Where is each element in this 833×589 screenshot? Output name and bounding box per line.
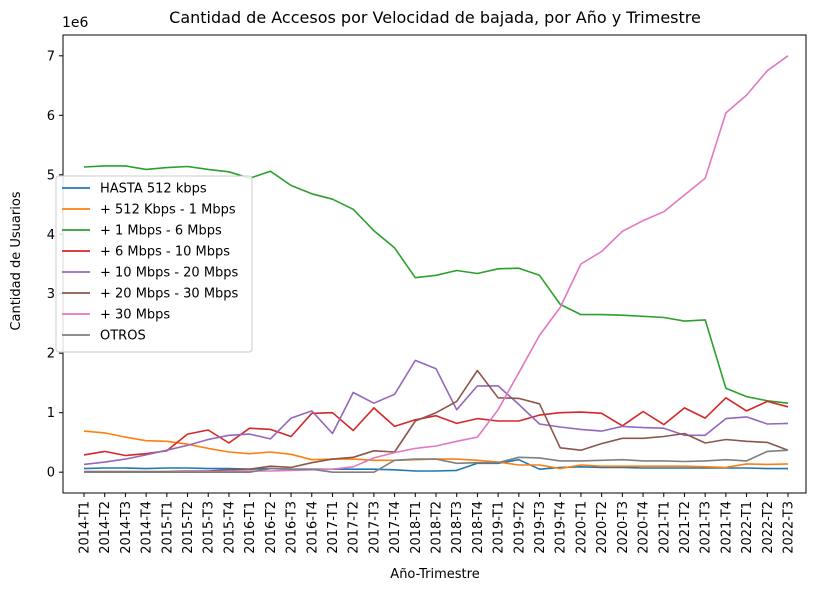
legend-label: + 1 Mbps - 6 Mbps	[100, 224, 222, 239]
x-tick-label: 2019-T1	[492, 501, 507, 554]
x-tick-label: 2015-T2	[181, 501, 196, 554]
series-line-0	[83, 458, 788, 472]
x-tick-label: 2019-T3	[533, 501, 548, 554]
y-tick-label: 4	[47, 228, 55, 243]
x-tick-label: 2022-T1	[740, 501, 755, 554]
x-tick-label: 2018-T2	[430, 501, 445, 554]
series-line-7	[84, 449, 789, 474]
x-tick-label: 2014-T1	[78, 501, 93, 554]
x-tick-label: 2020-T1	[574, 501, 589, 554]
x-tick-label: 2015-T1	[160, 501, 175, 554]
x-tick-label: 2017-T3	[367, 501, 382, 554]
y-tick-label: 5	[47, 168, 55, 183]
series-line-3	[83, 396, 789, 457]
y-tick-label: 7	[47, 49, 55, 64]
chart-title: Cantidad de Accesos por Velocidad de baj…	[169, 8, 701, 27]
plot-lines	[83, 55, 789, 474]
x-tick-label: 2019-T2	[512, 501, 527, 554]
x-tick-label: 2017-T4	[388, 501, 403, 554]
x-tick-label: 2016-T2	[264, 501, 279, 554]
x-axis: 2014-T1 2014-T2 2014-T3 2014-T4 2015-T1 2015-…	[78, 493, 797, 554]
x-tick-label: 2014-T2	[98, 501, 113, 554]
y-axis-label: Cantidad de Usuarios	[9, 191, 24, 330]
x-tick-label: 2021-T1	[657, 501, 672, 554]
y-tick-label: 3	[47, 287, 55, 302]
x-tick-label: 2014-T3	[119, 501, 134, 554]
x-tick-label: 2018-T3	[450, 501, 465, 554]
x-tick-label: 2019-T4	[554, 501, 569, 554]
legend-label: HASTA 512 kbps	[100, 182, 207, 197]
x-axis-label: Año-Trimestre	[390, 567, 479, 582]
y-tick-label: 0	[47, 466, 55, 481]
x-tick-label: 2017-T2	[347, 501, 362, 554]
legend-label: + 20 Mbps - 30 Mbps	[100, 287, 239, 302]
legend-label: + 10 Mbps - 20 Mbps	[100, 266, 239, 281]
x-tick-label: 2020-T3	[616, 501, 631, 554]
legend-label: + 6 Mbps - 10 Mbps	[100, 245, 230, 260]
series-line-5	[84, 369, 789, 473]
legend-label: + 512 Kbps - 1 Mbps	[100, 203, 236, 218]
x-tick-label: 2016-T4	[305, 501, 320, 554]
x-tick-label: 2018-T4	[471, 501, 486, 554]
legend-label: + 30 Mbps	[100, 308, 170, 323]
legend-box	[55, 175, 253, 353]
series-line-4	[83, 359, 789, 466]
x-tick-label: 2015-T4	[222, 501, 237, 554]
x-tick-label: 2016-T3	[285, 501, 300, 554]
y-tick-label: 6	[47, 109, 55, 124]
x-tick-label: 2020-T2	[595, 501, 610, 554]
y-axis-multiplier: 1e6	[62, 15, 89, 31]
x-tick-label: 2014-T4	[140, 501, 155, 554]
y-tick-label: 1	[47, 406, 55, 421]
x-tick-label: 2021-T3	[699, 501, 714, 554]
legend-label: OTROS	[100, 329, 146, 344]
x-tick-label: 2015-T3	[202, 501, 217, 554]
x-tick-label: 2016-T1	[243, 501, 258, 554]
x-tick-label: 2017-T1	[326, 501, 341, 554]
series-line-2	[83, 165, 789, 404]
x-tick-label: 2021-T2	[678, 501, 693, 554]
x-tick-label: 2018-T1	[409, 501, 424, 554]
x-tick-label: 2022-T3	[782, 501, 797, 554]
x-tick-label: 2021-T4	[719, 501, 734, 554]
legend: HASTA 512 kbps + 512 Kbps - 1 Mbps + 1 Mbp…	[55, 175, 253, 353]
x-tick-label: 2020-T4	[637, 501, 652, 554]
series-line-1	[83, 430, 789, 470]
y-tick-label: 2	[47, 347, 55, 362]
x-tick-label: 2022-T2	[761, 501, 776, 554]
